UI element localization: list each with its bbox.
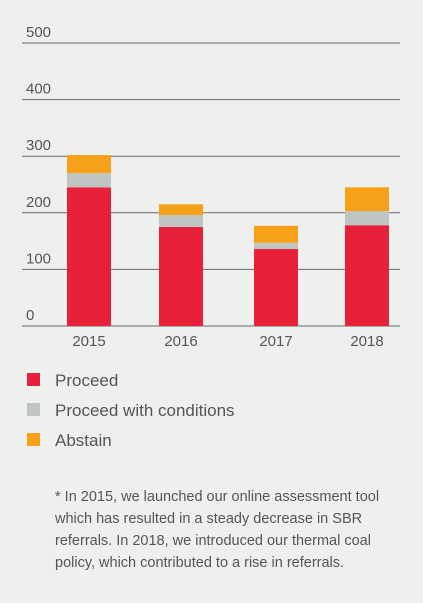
bar-segment	[159, 204, 203, 216]
y-tick-label: 200	[26, 194, 51, 211]
bar-segment	[254, 242, 298, 250]
legend-label: Abstain	[55, 431, 112, 450]
x-tick-label: 2017	[259, 333, 292, 350]
x-tick-label: 2015	[72, 333, 105, 350]
y-tick-label: 400	[26, 81, 51, 98]
bar-segment	[159, 226, 203, 326]
footnote: * In 2015, we launched our online assess…	[55, 489, 380, 571]
bar-segment	[345, 211, 389, 226]
y-tick-label: 0	[26, 307, 34, 324]
bar-segment	[254, 249, 298, 326]
x-tick-label: 2018	[350, 333, 383, 350]
legend-label: Proceed	[55, 371, 118, 390]
legend-swatch	[27, 403, 40, 416]
bar-segment	[254, 225, 298, 243]
bar-segment	[67, 173, 111, 188]
y-tick-label: 300	[26, 137, 51, 154]
legend-swatch	[27, 373, 40, 386]
legend-swatch	[27, 433, 40, 446]
bar-segment	[67, 187, 111, 326]
bar-segment	[159, 215, 203, 227]
y-tick-label: 500	[26, 24, 51, 41]
bar-segment	[345, 225, 389, 326]
legend-label: Proceed with conditions	[55, 401, 235, 420]
x-tick-label: 2016	[164, 333, 197, 350]
bar-segment	[345, 187, 389, 212]
bar-segment	[67, 155, 111, 174]
y-tick-label: 100	[26, 250, 51, 267]
